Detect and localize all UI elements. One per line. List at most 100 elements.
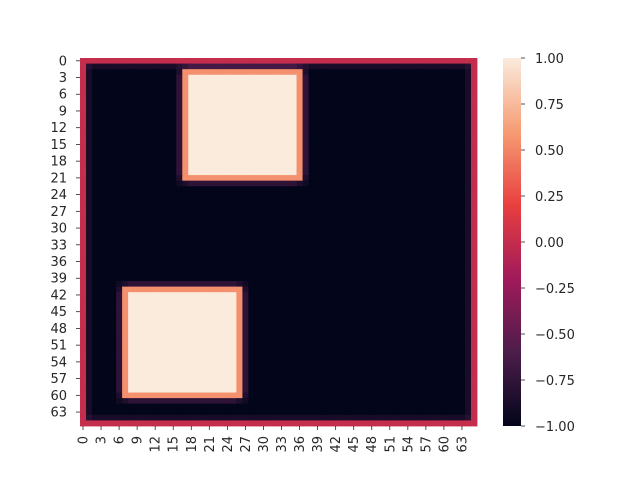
heatmap-cell [128, 141, 135, 148]
heatmap-cell [284, 258, 291, 265]
heatmap-cell [458, 108, 466, 115]
heatmap-cell [296, 147, 303, 154]
heatmap-cell [266, 74, 273, 81]
heatmap-cell [344, 74, 352, 81]
heatmap-cell [464, 331, 472, 338]
heatmap-cell [422, 386, 430, 393]
heatmap-cell [230, 130, 237, 137]
heatmap-cell [218, 292, 225, 299]
heatmap-cell [278, 74, 285, 81]
heatmap-cell [80, 119, 87, 126]
heatmap-cell [272, 375, 279, 382]
heatmap-cell [272, 119, 279, 126]
heatmap-cell [350, 130, 358, 137]
heatmap-cell [188, 364, 195, 371]
heatmap-cell [272, 281, 279, 288]
heatmap-cell [134, 303, 141, 310]
heatmap-cell [464, 264, 472, 271]
heatmap-cell [416, 275, 424, 282]
x-tick-label: 6 [113, 436, 128, 444]
heatmap-cell [296, 370, 303, 377]
heatmap-cell [326, 375, 334, 382]
x-tick-label: 15 [167, 436, 182, 453]
heatmap-cell [284, 130, 291, 137]
heatmap-cell [470, 130, 478, 137]
heatmap-cell [470, 208, 478, 215]
heatmap-cell [386, 136, 394, 143]
heatmap-cell [404, 180, 412, 187]
heatmap-cell [122, 58, 129, 64]
heatmap-cell [260, 169, 267, 176]
heatmap-cell [458, 381, 466, 388]
heatmap-cell [308, 281, 315, 288]
heatmap-cell [80, 97, 87, 104]
heatmap-cell [164, 303, 171, 310]
heatmap-cell [278, 225, 285, 232]
heatmap-cell [266, 91, 273, 98]
heatmap-cell [326, 175, 334, 182]
heatmap-cell [440, 208, 448, 215]
heatmap-cell [272, 264, 279, 271]
heatmap-cell [86, 85, 93, 92]
heatmap-cell [206, 108, 213, 115]
heatmap-cell [398, 108, 406, 115]
heatmap-cell [158, 180, 165, 187]
heatmap-cell [296, 331, 303, 338]
heatmap-cell [116, 180, 123, 187]
heatmap-cell [284, 336, 291, 343]
heatmap-cell [182, 202, 189, 209]
x-tick-label: 57 [419, 436, 434, 453]
heatmap-cell [176, 314, 183, 321]
heatmap-cell [176, 208, 183, 215]
heatmap-cell [224, 97, 231, 104]
heatmap-cell [374, 364, 382, 371]
heatmap-cell [176, 281, 183, 288]
heatmap-cell [428, 163, 436, 170]
heatmap-cell [356, 58, 364, 64]
heatmap-cell [422, 69, 430, 76]
heatmap-cell [356, 158, 364, 165]
heatmap-cell [350, 269, 358, 276]
heatmap-cell [230, 124, 237, 131]
heatmap-cell [146, 124, 153, 131]
heatmap-cell [116, 130, 123, 137]
heatmap-cell [356, 286, 364, 293]
heatmap-cell [416, 130, 424, 137]
heatmap-cell [98, 158, 105, 165]
heatmap-cell [164, 320, 171, 327]
heatmap-cell [446, 308, 454, 315]
heatmap-cell [398, 409, 406, 416]
heatmap-cell [86, 214, 93, 221]
heatmap-cell [296, 197, 303, 204]
heatmap-cell [92, 242, 99, 248]
heatmap-cell [188, 63, 195, 70]
heatmap-cell [308, 141, 315, 148]
heatmap-cell [464, 320, 472, 327]
heatmap-cell [140, 242, 147, 248]
heatmap-cell [392, 197, 400, 204]
heatmap-cell [134, 85, 141, 92]
heatmap-cell [380, 353, 388, 360]
heatmap-cell [398, 58, 406, 64]
heatmap-cell [206, 242, 213, 248]
heatmap-cell [110, 325, 117, 332]
heatmap-cell [122, 169, 129, 176]
heatmap-cell [248, 414, 255, 421]
heatmap-cell [218, 186, 225, 193]
heatmap-cell [362, 342, 370, 349]
heatmap-cell [188, 370, 195, 377]
heatmap-cell [356, 175, 364, 182]
heatmap-cell [374, 85, 382, 92]
heatmap-cell [176, 169, 183, 176]
heatmap-cell [326, 108, 334, 115]
heatmap-cell [218, 342, 225, 349]
heatmap-cell [98, 69, 105, 76]
heatmap-cell [158, 236, 165, 243]
heatmap-cell [344, 102, 352, 109]
heatmap-cell [200, 258, 207, 265]
heatmap-cell [224, 175, 231, 182]
heatmap-cell [116, 191, 123, 198]
heatmap-cell [236, 180, 243, 187]
heatmap-cell [218, 303, 225, 310]
heatmap-cell [254, 102, 261, 109]
